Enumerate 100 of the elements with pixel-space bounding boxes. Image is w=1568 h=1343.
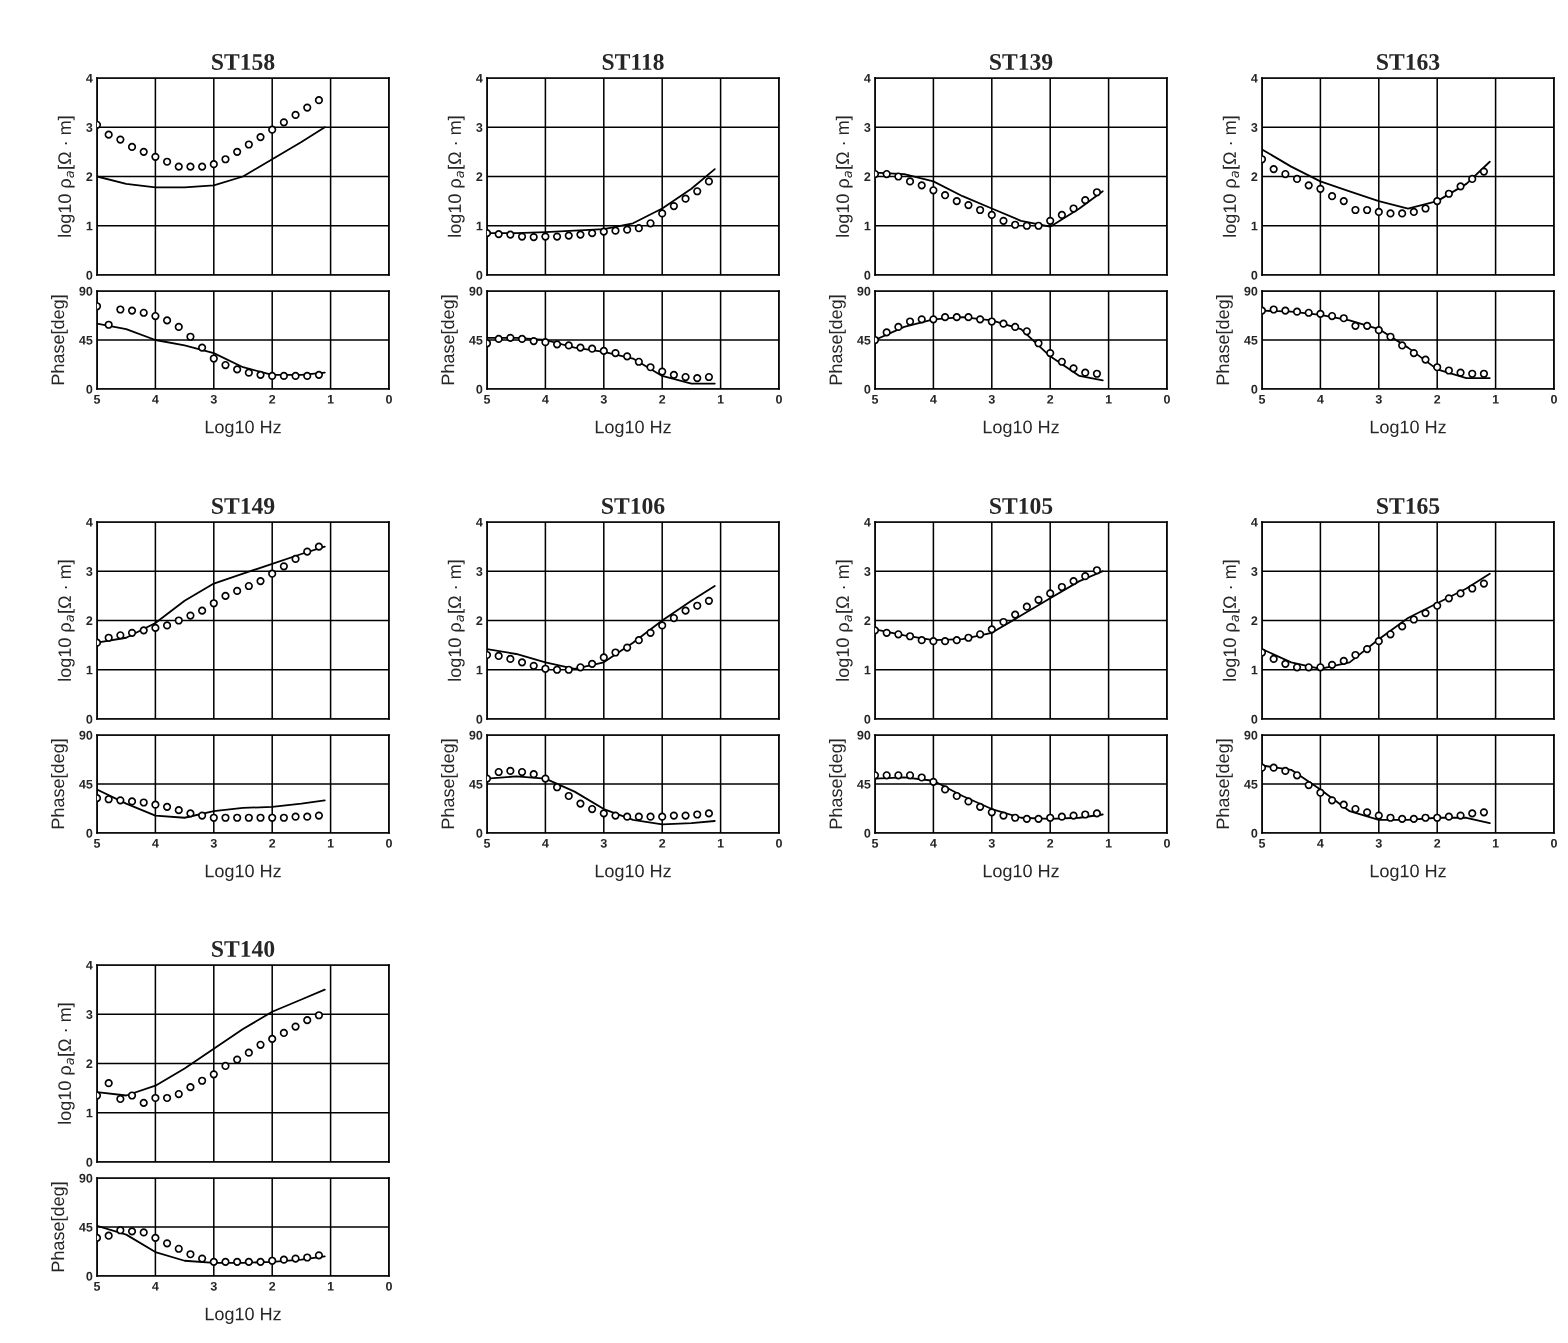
point [576,230,585,239]
point [917,315,926,324]
point [541,774,550,783]
y-tick-label: 90 [79,286,93,296]
point [1363,644,1372,654]
point [174,1244,183,1253]
chart-title: ST105 [990,497,1053,514]
point [1339,800,1348,809]
point [1292,663,1302,672]
y-tick-label: 3 [1251,567,1258,576]
y-tick-label: 0 [476,384,483,394]
point [314,96,324,105]
point [221,591,230,600]
point [303,812,312,821]
point [634,224,643,233]
y-tick-label: 2 [476,616,483,626]
point [139,798,148,807]
y-tick-label: 2 [86,1059,93,1069]
point [1398,209,1407,218]
point [999,811,1008,820]
point [494,230,503,239]
point [268,1034,277,1043]
y-tick-label: 3 [476,123,483,132]
y-tick-label: 1 [86,665,93,675]
point [529,336,538,346]
point [576,799,585,808]
point [1069,364,1078,373]
x-tick-label: 5 [871,839,879,848]
point [905,632,915,641]
y-tick-label: 90 [469,730,483,740]
point [940,785,950,794]
point [104,795,113,804]
point [268,1256,277,1265]
point [1421,204,1430,213]
point [905,317,915,326]
y-tick-label: 4 [476,73,483,83]
point [1092,188,1102,197]
y-tick-label: 1 [86,1108,93,1118]
point [987,317,996,326]
x-tick-label: 1 [1492,839,1499,848]
y-tick-label: 0 [476,270,483,280]
point [151,152,160,161]
point [198,811,207,820]
point [1281,659,1290,668]
point [976,205,985,215]
chart-title: ST163 [1377,54,1440,70]
point [1456,589,1465,598]
y-axis-title: Phase[deg] [50,739,68,829]
y-tick-label: 1 [1251,665,1258,675]
point [198,1254,207,1263]
point [905,771,915,780]
point [303,1253,312,1262]
point [186,162,195,171]
y-axis-title: log10 ρ$_{a}$[Ω · m] [1222,560,1240,681]
x-tick-label: 2 [1047,838,1054,848]
point [139,147,148,156]
point [669,370,678,379]
x-tick-label: 0 [386,1281,392,1291]
point [186,332,195,341]
x-tick-label: 2 [1434,394,1441,404]
y-tick-label: 1 [1251,221,1258,231]
point [611,226,620,235]
y-axis-title: log10 ρ$_{a}$[Ω · m] [57,116,75,237]
point [1092,566,1102,575]
point [127,628,137,637]
point [623,812,632,821]
point [669,811,678,820]
point [1057,812,1066,821]
point [1269,165,1278,174]
point [693,187,702,196]
x-tick-label: 3 [210,394,217,404]
y-tick-label: 4 [864,517,871,527]
x-axis-title: Log10 Hz [1370,420,1446,437]
point [209,1257,218,1266]
point [1046,589,1055,598]
point [929,637,938,646]
y-tick-label: 90 [79,1173,93,1183]
point [268,813,277,822]
point [256,1257,265,1266]
y-tick-label: 0 [86,270,93,280]
point [552,783,562,792]
point [681,372,690,382]
point [693,810,702,819]
point [599,346,608,355]
point [1022,814,1031,823]
y-tick-label: 0 [1251,270,1258,280]
point [1011,322,1020,332]
point [151,623,160,632]
point [198,162,207,171]
point [1363,205,1372,215]
point [1022,327,1031,336]
y-tick-label: 45 [469,779,483,789]
point [1281,766,1290,776]
point [1011,220,1020,229]
point [198,1076,207,1085]
point [704,596,714,605]
point [882,771,891,780]
y-tick-label: 90 [469,286,483,296]
y-axis-title: log10 ρ$_{a}$[Ω · m] [835,560,853,681]
point [1316,663,1325,672]
